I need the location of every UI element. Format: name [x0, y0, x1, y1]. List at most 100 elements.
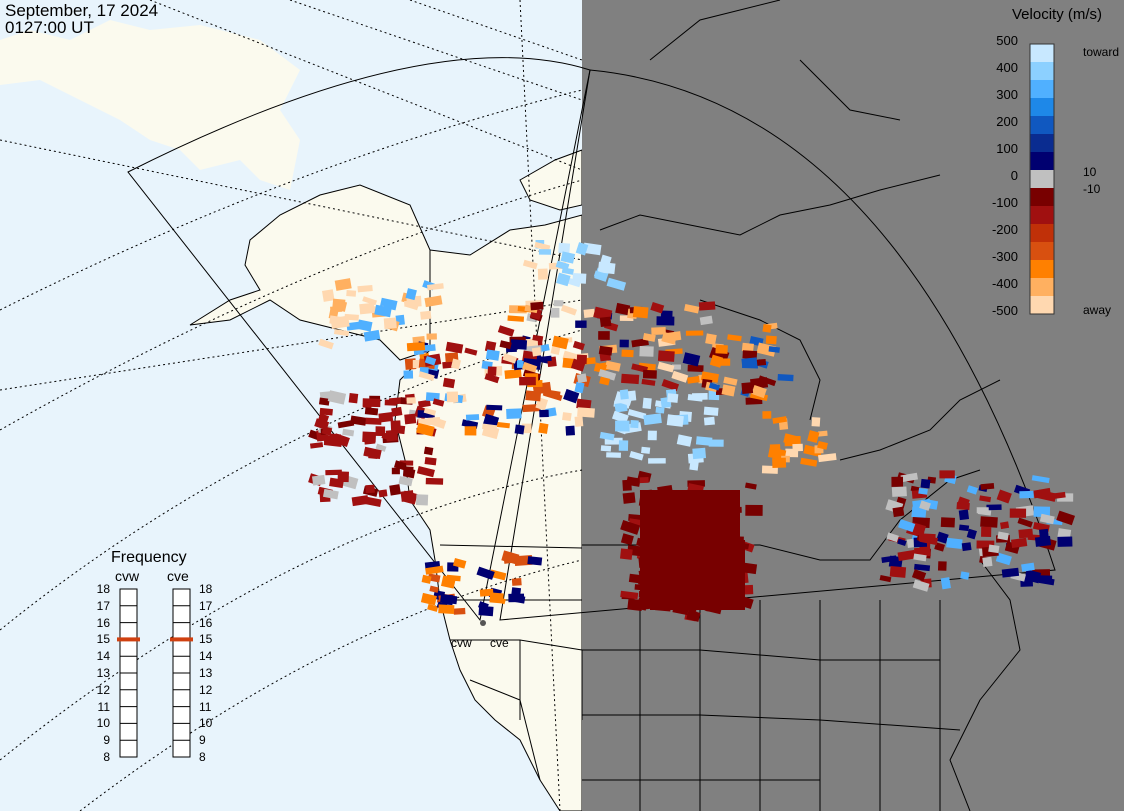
- velocity-cell: [403, 370, 414, 379]
- velocity-cell: [362, 398, 381, 408]
- frequency-scale-number: 11: [199, 699, 212, 714]
- colorbar-tick-label: 400: [996, 60, 1018, 75]
- velocity-cell: [657, 350, 675, 362]
- velocity-cell: [982, 556, 993, 568]
- day-borders: [439, 544, 583, 781]
- velocity-cell: [427, 283, 444, 291]
- night-coastlines: [582, 0, 1021, 811]
- colorbar-segment: [1030, 134, 1054, 153]
- velocity-cell: [405, 288, 417, 301]
- velocity-cell: [365, 417, 382, 425]
- velocity-cell: [425, 565, 444, 575]
- velocity-cell: [391, 406, 403, 417]
- velocity-cell: [727, 334, 742, 342]
- frequency-scale-number: 18: [96, 582, 110, 596]
- velocity-cell: [506, 408, 522, 419]
- velocity-cell: [374, 304, 392, 318]
- velocity-cell: [966, 485, 979, 495]
- velocity-cell: [960, 571, 970, 580]
- velocity-cell: [629, 451, 644, 461]
- velocity-cell: [606, 277, 627, 291]
- velocity-cell: [398, 476, 413, 487]
- velocity-cell: [424, 295, 443, 308]
- velocity-cell: [333, 329, 350, 337]
- frequency-scale-number: 13: [199, 666, 213, 680]
- velocity-cell: [997, 531, 1009, 541]
- velocity-cell: [911, 569, 927, 582]
- colorbar-tick-label: 200: [996, 114, 1018, 129]
- velocity-cell: [936, 531, 949, 544]
- velocity-cell: [574, 381, 585, 394]
- frequency-scale-number: 16: [199, 615, 213, 630]
- velocity-cell: [489, 592, 504, 604]
- velocity-cell: [1039, 513, 1055, 525]
- velocity-cell: [772, 457, 787, 468]
- velocity-cell: [375, 443, 387, 452]
- velocity-cell: [318, 338, 334, 350]
- velocity-cell: [807, 430, 820, 443]
- velocity-cell: [363, 446, 382, 460]
- velocity-cell: [429, 585, 439, 593]
- velocity-cell: [351, 495, 369, 507]
- colorbar-tick-label: -300: [991, 249, 1018, 264]
- velocity-cell: [424, 457, 437, 466]
- frequency-scale-number: 10: [199, 716, 213, 731]
- velocity-cell: [464, 426, 477, 436]
- velocity-cell: [322, 289, 335, 302]
- velocity-cell: [334, 278, 352, 291]
- velocity-cell: [427, 416, 441, 426]
- colorbar-segment: [1030, 44, 1054, 63]
- velocity-cell: [976, 507, 989, 514]
- velocity-cell: [676, 434, 693, 447]
- colorbar-border: [1029, 43, 1055, 315]
- velocity-cell: [417, 399, 431, 408]
- velocity-cell: [918, 533, 936, 543]
- velocity-cell: [630, 420, 639, 429]
- velocity-cell: [811, 417, 821, 427]
- velocity-cell: [1017, 517, 1033, 528]
- velocity-cell: [396, 425, 406, 435]
- colorbar-segment: [1030, 188, 1054, 207]
- velocity-cell: [560, 304, 578, 316]
- velocity-cell: [743, 562, 758, 575]
- velocity-cell: [600, 445, 612, 452]
- velocity-cell: [332, 298, 346, 311]
- velocity-cell: [450, 358, 462, 370]
- velocity-cell: [881, 555, 897, 563]
- velocity-cell: [421, 574, 432, 584]
- velocity-cell: [445, 341, 464, 354]
- velocity-cell: [614, 402, 628, 413]
- velocity-cell: [538, 422, 549, 434]
- station-label-cve: cve: [490, 636, 509, 650]
- velocity-cell: [464, 347, 478, 356]
- colorbar-toward-label: toward: [1083, 45, 1120, 59]
- velocity-cell: [661, 331, 678, 345]
- velocity-cell: [357, 319, 373, 332]
- velocity-cell: [708, 382, 721, 391]
- velocity-cell: [695, 436, 713, 446]
- velocity-cell: [350, 415, 367, 426]
- velocity-cell: [576, 398, 592, 410]
- velocity-cell: [958, 509, 970, 521]
- frequency-marker: [170, 637, 193, 642]
- colorbar-segment: [1030, 116, 1054, 135]
- velocity-cell: [310, 442, 324, 449]
- frequency-scale-number: 15: [199, 632, 213, 647]
- velocity-cell: [682, 352, 701, 367]
- velocity-cell: [497, 325, 515, 337]
- velocity-cell: [485, 349, 500, 361]
- velocity-cell: [619, 389, 629, 400]
- velocity-cell: [1001, 567, 1020, 578]
- velocity-cell: [897, 549, 916, 562]
- velocity-cell: [643, 413, 662, 426]
- velocity-cell: [628, 573, 642, 584]
- velocity-cell: [365, 484, 375, 494]
- velocity-cell: [565, 425, 575, 436]
- land-siberia: [0, 20, 300, 190]
- velocity-cell: [656, 316, 675, 326]
- velocity-cell: [442, 377, 456, 389]
- velocity-cell: [346, 290, 357, 297]
- velocity-cell: [1009, 508, 1027, 518]
- velocity-cell: [404, 413, 417, 425]
- velocity-cell: [541, 355, 552, 362]
